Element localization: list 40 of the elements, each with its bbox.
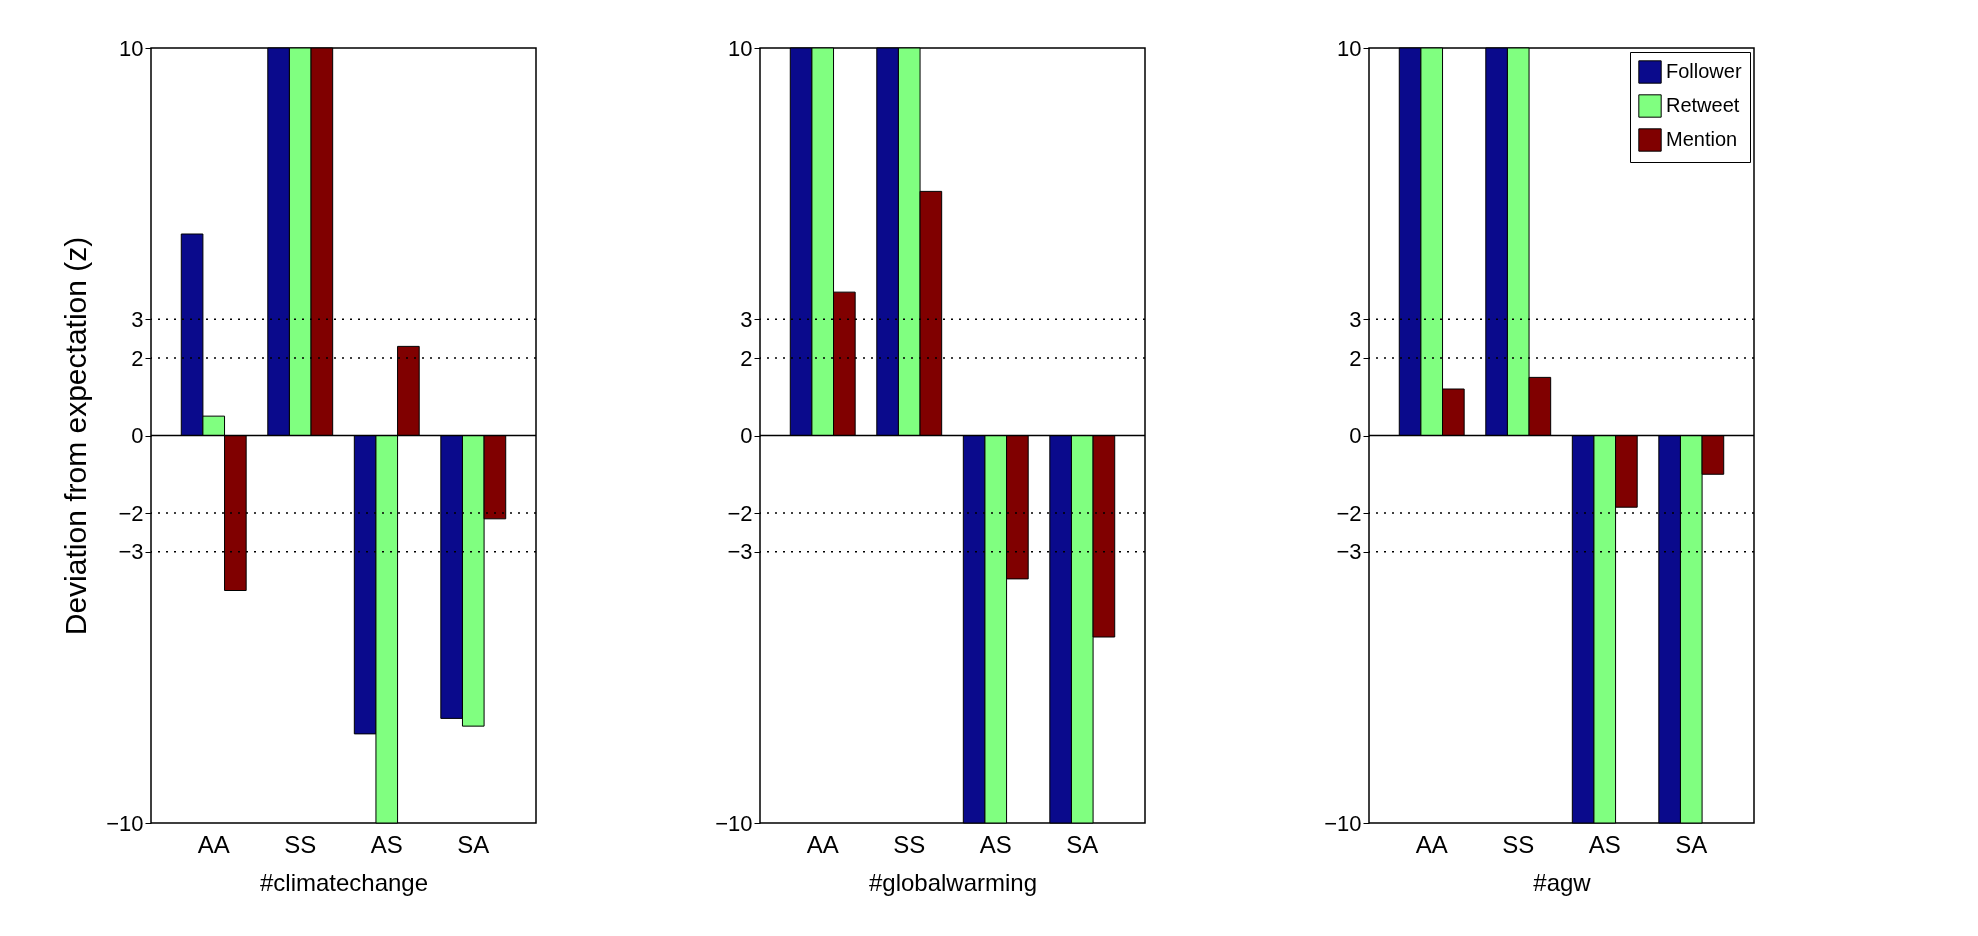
y-tick-label: 0 bbox=[1349, 423, 1362, 448]
y-tick-label: −2 bbox=[1336, 500, 1362, 526]
y-tick-label: −10 bbox=[715, 810, 753, 836]
y-tick-label: −2 bbox=[727, 500, 753, 526]
y-tick-label: −10 bbox=[106, 810, 144, 836]
y-tick-label: 2 bbox=[1349, 345, 1362, 371]
x-tick-label: AA bbox=[197, 830, 230, 858]
legend-label: Retweet bbox=[1666, 94, 1740, 116]
legend-label: Mention bbox=[1666, 128, 1738, 150]
x-tick-label: SS bbox=[893, 830, 926, 858]
x-tick-label: AS bbox=[370, 830, 403, 858]
y-tick-label: 0 bbox=[131, 423, 144, 448]
x-tick-label: AA bbox=[806, 830, 839, 858]
y-tick-label: 10 bbox=[728, 35, 753, 61]
x-axis-title: #globalwarming bbox=[868, 868, 1038, 896]
x-tick-label: SA bbox=[1675, 830, 1708, 858]
y-tick-label: 10 bbox=[119, 35, 144, 61]
y-tick-label: 3 bbox=[1349, 306, 1362, 332]
x-tick-label: SS bbox=[284, 830, 317, 858]
y-tick-label: −3 bbox=[1336, 539, 1362, 565]
y-tick-label: −10 bbox=[1324, 810, 1362, 836]
y-tick-label: −2 bbox=[118, 500, 144, 526]
y-tick-label: −3 bbox=[118, 539, 144, 565]
x-tick-label: SA bbox=[1066, 830, 1099, 858]
y-tick-label: 2 bbox=[131, 345, 144, 371]
x-tick-label: SS bbox=[1502, 830, 1535, 858]
x-tick-label: AS bbox=[1588, 830, 1621, 858]
y-axis-title: Deviation from expectation (z) bbox=[59, 236, 93, 636]
x-tick-label: AS bbox=[979, 830, 1012, 858]
y-tick-label: −3 bbox=[727, 539, 753, 565]
y-tick-label: 0 bbox=[740, 423, 753, 448]
y-tick-label: 3 bbox=[740, 306, 753, 332]
x-axis-title: #climatechange bbox=[259, 868, 429, 896]
x-tick-label: AA bbox=[1415, 830, 1448, 858]
x-axis-title: #agw bbox=[1533, 868, 1592, 896]
y-tick-label: 2 bbox=[740, 345, 753, 371]
legend-label: Follower bbox=[1666, 60, 1742, 82]
x-tick-label: SA bbox=[457, 830, 490, 858]
y-tick-label: 10 bbox=[1337, 35, 1362, 61]
y-tick-label: 3 bbox=[131, 306, 144, 332]
